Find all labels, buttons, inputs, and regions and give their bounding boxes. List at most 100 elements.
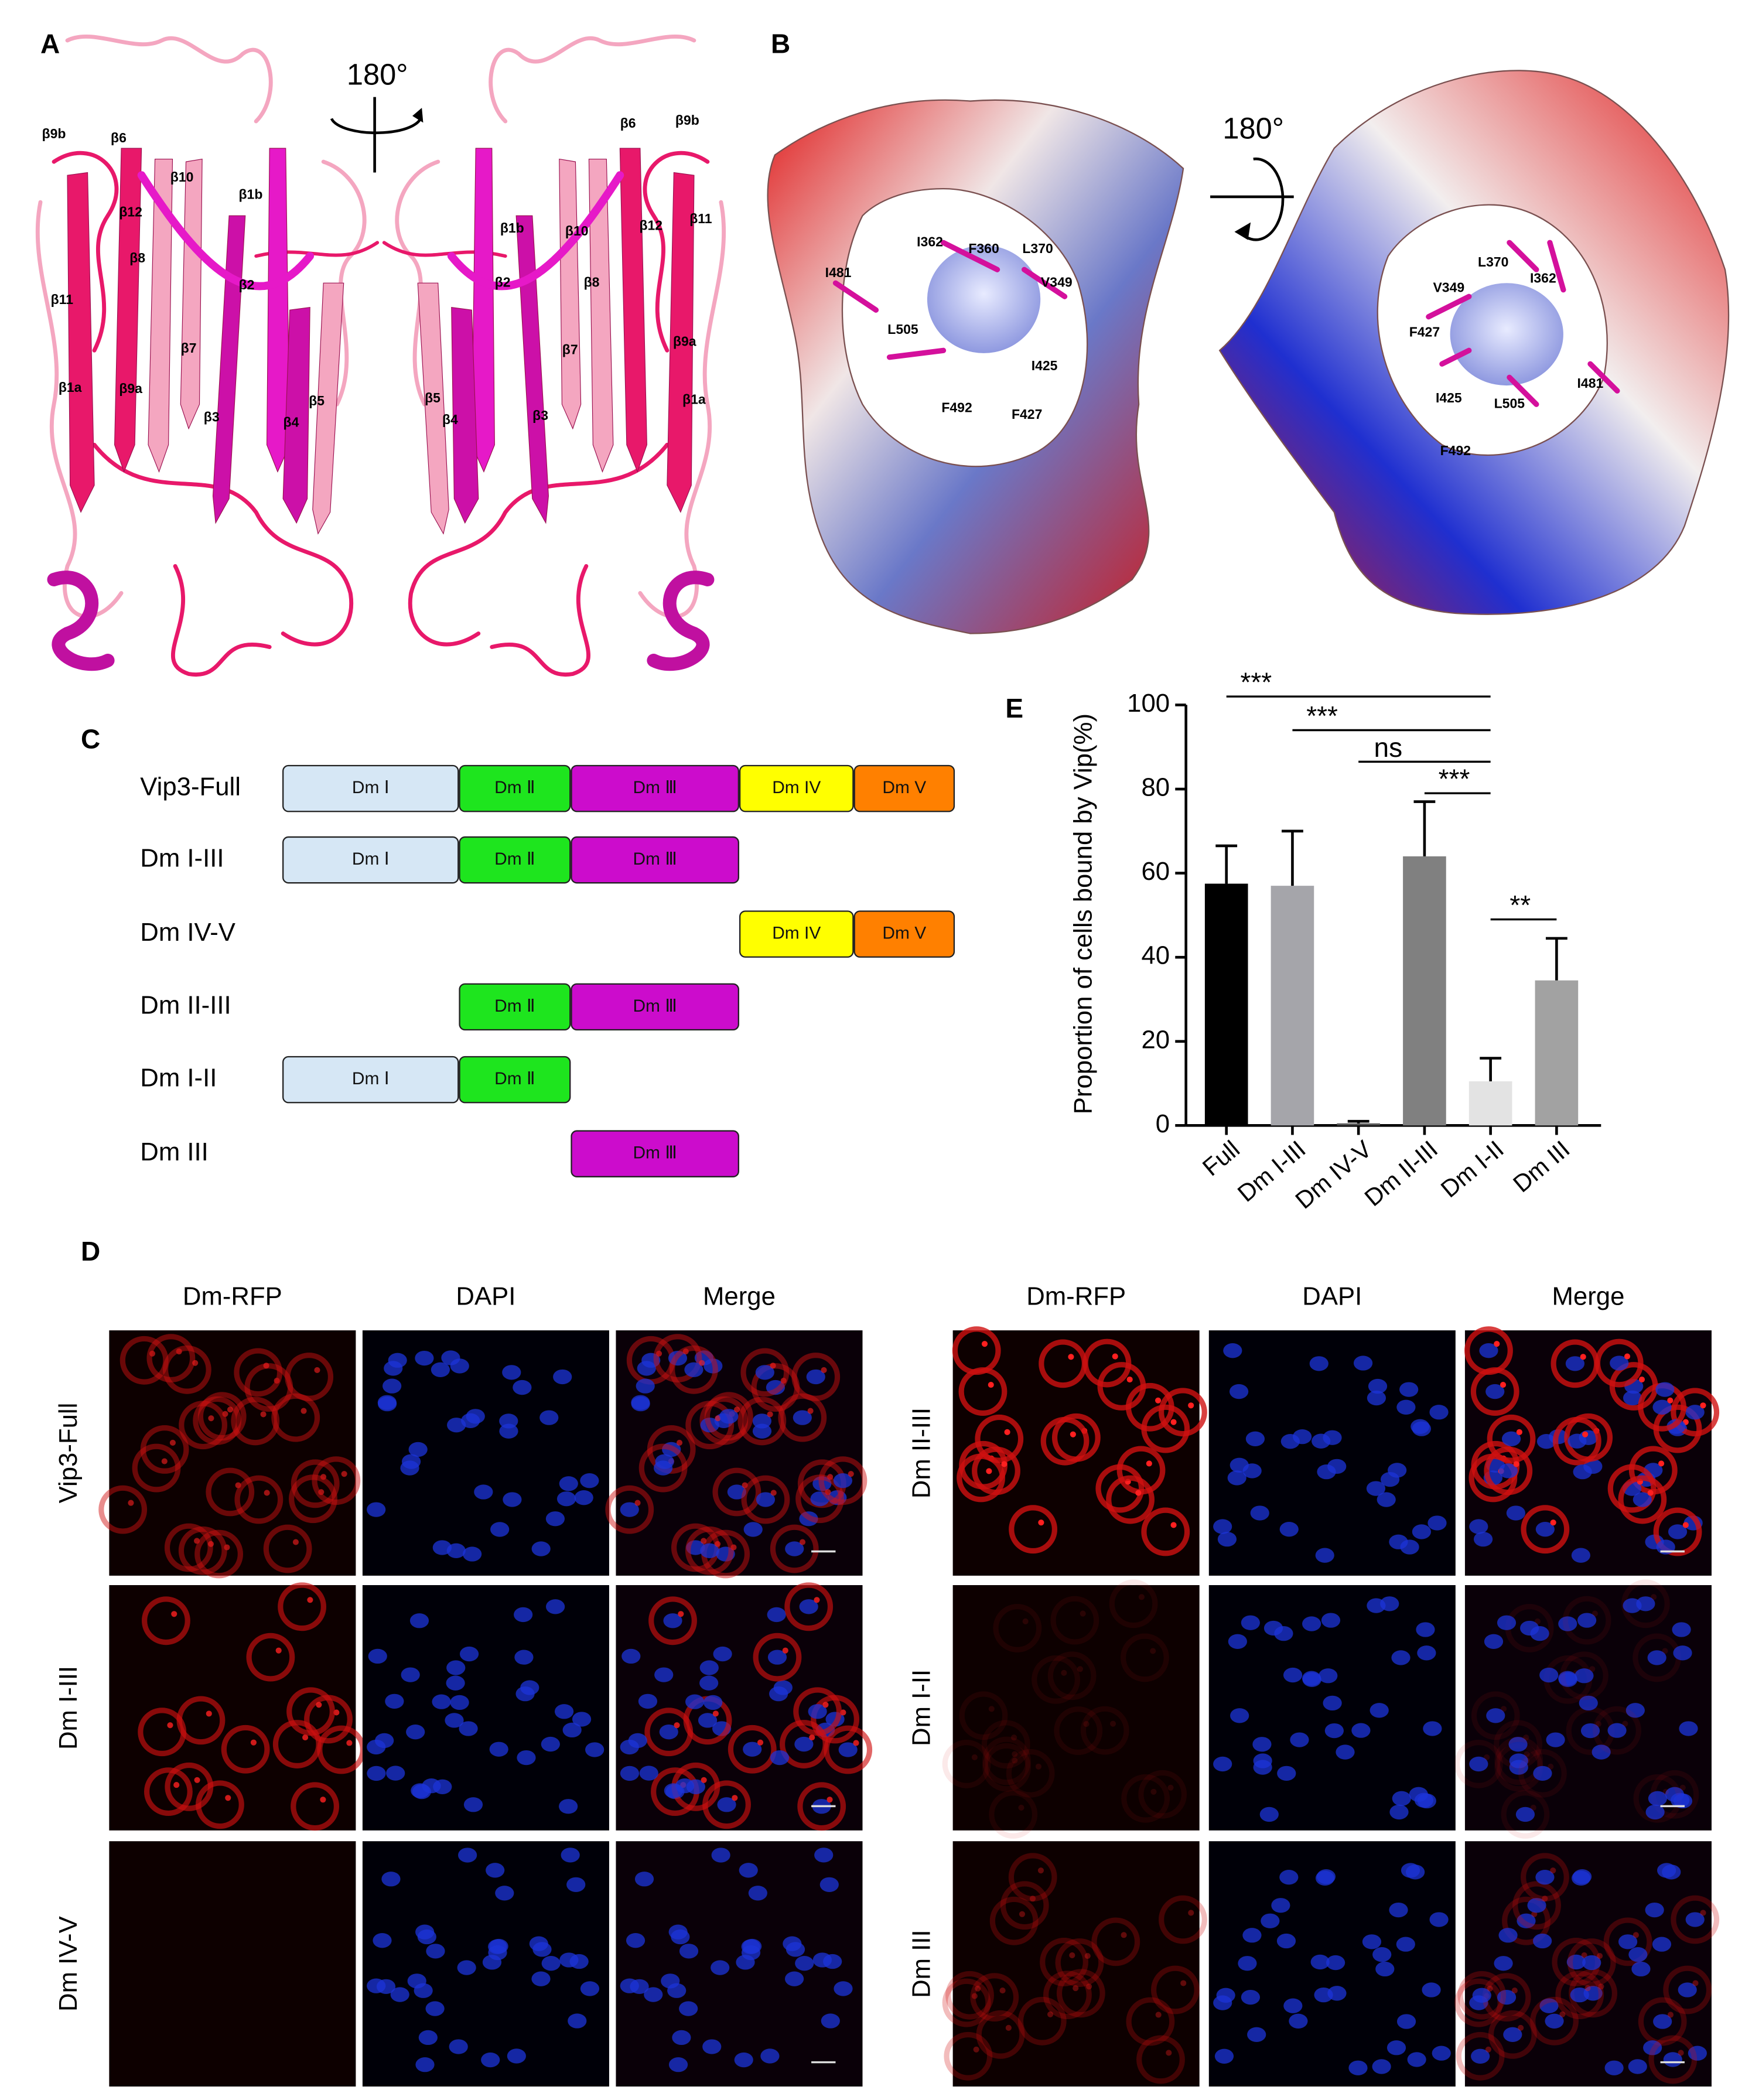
nucleus <box>1652 1937 1672 1952</box>
nucleus <box>1577 1613 1597 1628</box>
cell-ring <box>1464 1326 1513 1375</box>
rfp-dot <box>1018 1804 1024 1811</box>
cell-ring <box>959 1691 1008 1740</box>
bar <box>1468 1081 1512 1126</box>
rfp-dot <box>1524 1751 1530 1757</box>
nucleus <box>1241 1615 1260 1630</box>
nucleus <box>1372 1947 1392 1962</box>
nucleus <box>415 1350 434 1366</box>
rfp-dot <box>780 1377 787 1384</box>
strand-label: β9a <box>673 334 696 349</box>
nucleus <box>1411 1419 1430 1434</box>
cell-ring <box>989 1896 1039 1945</box>
nucleus <box>1618 1934 1638 1949</box>
nucleus <box>539 1410 559 1425</box>
rfp-dot <box>263 1363 269 1369</box>
strand-label: β1a <box>59 380 82 395</box>
nucleus <box>446 1543 466 1558</box>
nucleus <box>834 1981 853 1996</box>
rfp-dot <box>1581 1952 1587 1959</box>
rfp-dot <box>207 1541 214 1547</box>
ribbon <box>408 442 670 647</box>
nucleus <box>459 1646 479 1662</box>
nucleus <box>783 1936 802 1951</box>
ribbon <box>47 571 115 671</box>
nucleus <box>1506 1505 1525 1521</box>
nucleus <box>711 1960 730 1975</box>
rfp-dot <box>222 1411 228 1417</box>
cell-ring <box>1017 1996 1067 2046</box>
nucleus <box>639 1766 658 1781</box>
side-chain <box>1547 240 1566 293</box>
domain-box <box>282 1056 459 1104</box>
nucleus <box>620 1766 640 1781</box>
domain-label: Dm Ⅲ <box>633 849 677 869</box>
cell-ring <box>231 1396 280 1446</box>
nucleus <box>382 1378 402 1394</box>
cell-ring <box>1136 2035 1185 2084</box>
nucleus <box>1242 1463 1262 1478</box>
residue-label: L370 <box>1478 254 1508 269</box>
residue-label: I425 <box>1032 358 1058 373</box>
nucleus <box>531 1541 551 1556</box>
domain-label: Dm V <box>882 924 926 943</box>
cell-ring <box>1648 2035 1698 2084</box>
ribbon <box>643 151 710 353</box>
rfp-dot <box>757 1739 764 1746</box>
rfp-dot <box>971 1754 978 1760</box>
rfp-dot <box>674 1722 680 1729</box>
domain-label: Dm Ⅱ <box>494 778 535 797</box>
nucleus <box>1628 2059 1647 2074</box>
nucleus <box>1623 1598 1642 1613</box>
rfp-dot <box>1135 1490 1142 1496</box>
rfp-dot <box>682 1348 689 1355</box>
strand-label: β9b <box>42 126 66 141</box>
nucleus <box>1432 2046 1451 2061</box>
domain-label: Dm IV <box>772 778 821 797</box>
rfp-dot <box>316 1702 322 1708</box>
rfp-dot <box>169 1439 176 1446</box>
nucleus <box>628 1733 647 1749</box>
domain-label: Dm IV <box>772 924 821 943</box>
cell-ring <box>1095 1464 1145 1513</box>
cell-ring <box>278 1582 326 1631</box>
nucleus <box>1625 1703 1645 1718</box>
y-tick-label: 0 <box>1156 1109 1170 1138</box>
rotation-label: 180° <box>1222 112 1284 145</box>
cell-ring <box>1487 1414 1536 1463</box>
nucleus <box>513 1379 532 1395</box>
cell-ring <box>778 1393 827 1442</box>
cell-ring <box>1521 1505 1570 1554</box>
cell-ring <box>1454 1978 1503 2027</box>
bar <box>1337 1123 1380 1126</box>
construct-name: Dm IV-V <box>140 918 235 947</box>
nucleus <box>1469 1519 1488 1534</box>
residue-label: F427 <box>1409 324 1440 339</box>
rfp-dot <box>822 1702 829 1708</box>
residue-label: L505 <box>887 322 918 337</box>
nucleus <box>1497 1989 1517 2005</box>
rotation-arrow <box>1234 222 1251 240</box>
cell-ring <box>952 1326 1001 1375</box>
cell-ring <box>1663 1965 1712 2014</box>
rfp-dot <box>341 1471 347 1477</box>
nucleus <box>739 1863 758 1878</box>
strand-label: β9b <box>675 112 699 128</box>
rfp-dot <box>1624 1353 1631 1360</box>
column-header: DAPI <box>1302 1282 1362 1310</box>
domain-label: Dm Ⅰ <box>352 849 390 869</box>
nucleus <box>1423 1721 1442 1736</box>
nucleus <box>1679 1721 1698 1736</box>
row-label: Dm II-III <box>907 1408 936 1498</box>
rfp-dot <box>1038 1519 1044 1526</box>
cell-ring <box>1054 1706 1103 1756</box>
nucleus <box>1579 1695 1598 1711</box>
nucleus <box>1429 1912 1449 1927</box>
rfp-dot <box>1662 1648 1668 1654</box>
nucleus <box>1336 1744 1355 1760</box>
rfp-dot <box>1180 1980 1187 1986</box>
nucleus <box>1668 1524 1688 1539</box>
nucleus <box>1351 1723 1371 1738</box>
rfp-dot <box>853 1740 859 1746</box>
nucleus <box>401 1667 420 1682</box>
